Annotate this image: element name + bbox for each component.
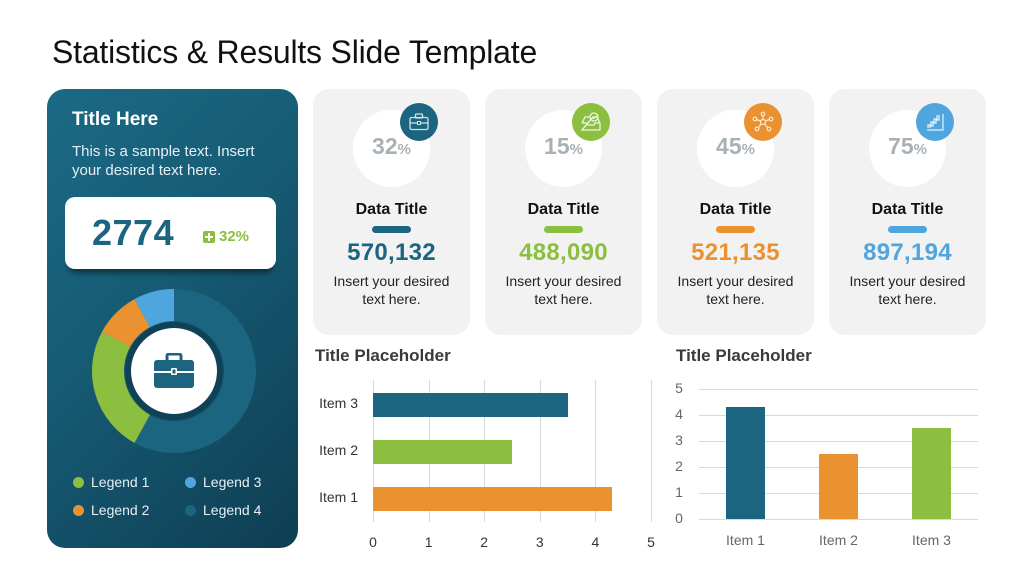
legend-dot-icon [73,476,84,488]
card-value: 521,135 [691,239,780,266]
bar [373,440,512,464]
category-label: Item 1 [319,489,358,506]
donut-center [125,322,223,420]
x-tick-label: 1 [424,534,433,550]
y-tick-label: 1 [675,484,683,500]
legend-label: Legend 4 [203,502,262,518]
card-value: 570,132 [347,239,436,266]
card-description: Insert your desired text here. [505,273,622,307]
gridline [595,380,597,522]
donut-segment [102,299,151,348]
donut-segment [134,289,256,453]
card-percent: 45% [716,133,755,159]
donut-segment [134,289,175,328]
kpi-box: 2774 32% [65,197,276,269]
slide-title: Statistics & Results Slide Template [52,34,538,70]
card-value: 897,194 [863,239,952,266]
x-tick-label: 3 [535,534,544,550]
panel-title: Title Here [72,109,159,130]
y-tick-label: 4 [675,406,683,422]
legend-dot-icon [185,476,196,488]
gridline [699,389,978,390]
network-icon [744,103,782,141]
card-title: Data Title [355,201,428,218]
legend-item: Legend 1 [73,473,185,491]
y-tick-label: 2 [675,458,683,474]
card-percent: 32% [372,133,411,159]
x-tick-label: 0 [369,534,377,550]
card-divider [716,226,755,233]
legend-dot-icon [73,504,84,516]
gridline [699,415,978,416]
inbox-check-icon [572,103,610,141]
category-label: Item 2 [319,442,358,458]
legend-label: Legend 1 [91,474,150,490]
x-tick-label: 5 [647,534,655,550]
data-card-1: 32% Data Title 570,132 Insert your desir… [313,89,470,335]
card-title: Data Title [527,201,600,218]
legend-item: Legend 2 [73,501,185,519]
donut-legend: Legend 1 Legend 3 Legend 2 Legend 4 [73,473,283,519]
legend-dot-icon [185,504,196,516]
card-title: Data Title [871,201,944,218]
kpi-change-badge: 32% [203,228,249,245]
gridline [699,441,978,442]
card-percent: 75% [888,133,927,159]
x-tick-label: 4 [591,534,600,550]
donut-ring [92,289,256,453]
x-tick-label: 2 [480,534,489,550]
kpi-change: 32% [219,228,250,245]
donut-chart [92,289,256,453]
bar [912,428,951,519]
legend-label: Legend 3 [203,474,262,490]
card-description: Insert your desired text here. [333,273,450,307]
bar [373,487,613,512]
card-value: 488,090 [519,239,608,266]
card-percent: 15% [544,133,583,159]
data-card-2: 15% Data Title 488,090 Insert your desir… [485,89,642,335]
card-divider [544,226,583,233]
card-description: Insert your desired text here. [677,273,794,307]
category-label: Item 2 [819,532,858,548]
stairs-growth-icon [916,103,954,141]
briefcase-icon [400,103,438,141]
legend-item: Legend 4 [185,501,285,519]
bar [726,407,765,519]
card-description: Insert your desired text here. [849,273,966,307]
category-label: Item 3 [319,394,358,411]
gridline [651,380,652,522]
card-title: Data Title [699,201,772,218]
y-tick-label: 3 [675,432,683,448]
y-tick-label: 0 [675,510,683,526]
plus-icon [203,230,215,243]
category-label: Item 1 [726,532,765,548]
y-tick-label: 5 [675,380,683,396]
briefcase-icon [154,353,194,388]
kpi-value: 2774 [92,212,175,253]
category-label: Item 3 [912,532,951,548]
bar [373,392,568,417]
data-card-3: 45% Data Title 521,135 Insert your desir… [657,89,814,335]
legend-item: Legend 3 [185,473,285,491]
card-divider [888,226,927,233]
hbar-chart-title: Title Placeholder [315,346,451,365]
panel-description: This is a sample text. Insert your desir… [72,143,255,179]
gridline [539,380,541,522]
gridline [699,519,978,520]
card-divider [372,226,411,233]
donut-segment [92,331,151,443]
summary-panel: Title Here This is a sample text. Insert… [47,89,298,548]
vbar-chart-title: Title Placeholder [676,346,812,365]
bar [819,454,858,519]
data-card-4: 75% Data Title 897,194 Insert your desir… [829,89,986,335]
legend-label: Legend 2 [91,502,150,518]
